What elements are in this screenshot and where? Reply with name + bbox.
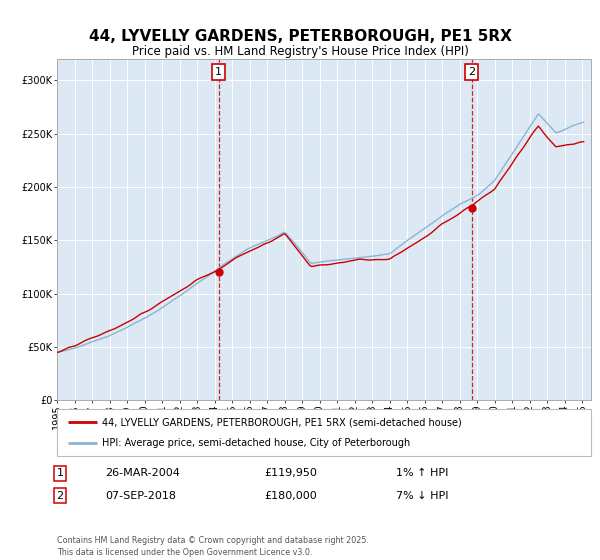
Text: 26-MAR-2004: 26-MAR-2004 [105,468,180,478]
Text: 1: 1 [215,67,222,77]
Text: HPI: Average price, semi-detached house, City of Peterborough: HPI: Average price, semi-detached house,… [103,438,410,448]
FancyBboxPatch shape [57,409,591,456]
Text: Price paid vs. HM Land Registry's House Price Index (HPI): Price paid vs. HM Land Registry's House … [131,45,469,58]
Text: Contains HM Land Registry data © Crown copyright and database right 2025.
This d: Contains HM Land Registry data © Crown c… [57,536,369,557]
Text: 1% ↑ HPI: 1% ↑ HPI [396,468,448,478]
Text: 7% ↓ HPI: 7% ↓ HPI [396,491,449,501]
Text: 2: 2 [56,491,64,501]
Text: 44, LYVELLY GARDENS, PETERBOROUGH, PE1 5RX: 44, LYVELLY GARDENS, PETERBOROUGH, PE1 5… [89,29,511,44]
Text: 07-SEP-2018: 07-SEP-2018 [105,491,176,501]
Text: 44, LYVELLY GARDENS, PETERBOROUGH, PE1 5RX (semi-detached house): 44, LYVELLY GARDENS, PETERBOROUGH, PE1 5… [103,417,462,427]
Text: 2: 2 [468,67,475,77]
Text: 1: 1 [56,468,64,478]
Text: £119,950: £119,950 [264,468,317,478]
Text: £180,000: £180,000 [264,491,317,501]
